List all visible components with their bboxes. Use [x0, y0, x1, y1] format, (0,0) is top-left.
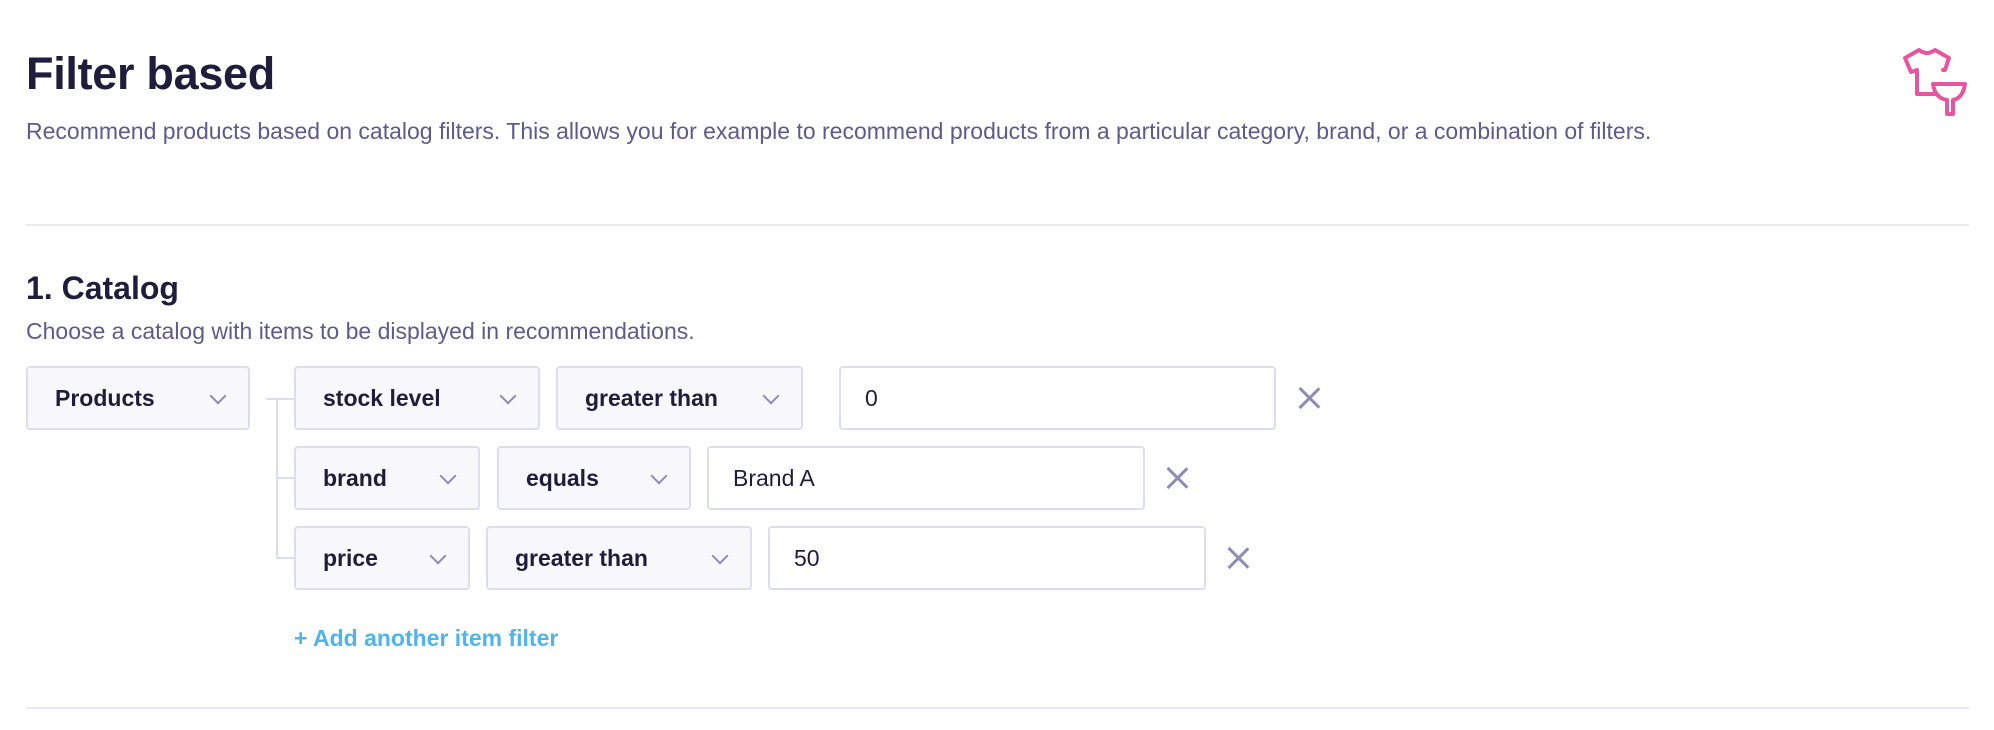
- chevron-down-icon: [499, 387, 517, 405]
- section-divider: [26, 707, 1969, 709]
- add-item-filter-link[interactable]: + Add another item filter: [294, 625, 559, 651]
- filter-1-value-input[interactable]: [839, 366, 1276, 430]
- chevron-down-icon: [429, 547, 447, 565]
- filter-field-value: stock level: [323, 384, 441, 411]
- filter-1-field-select[interactable]: stock level: [294, 366, 540, 430]
- filter-2-field-select[interactable]: brand: [294, 446, 480, 510]
- filter-field-value: brand: [323, 464, 387, 491]
- filter-2-operator-select[interactable]: equals: [497, 446, 691, 510]
- remove-filter-2-close-icon[interactable]: [1163, 464, 1191, 492]
- filter-operator-value: greater than: [515, 544, 648, 571]
- filter-3-value-input[interactable]: [768, 526, 1206, 590]
- remove-filter-3-close-icon[interactable]: [1224, 544, 1252, 572]
- filter-2-value-input[interactable]: [707, 446, 1145, 510]
- filter-tree-branch: [266, 398, 294, 400]
- catalog-select-value: Products: [55, 384, 155, 411]
- filter-field-value: price: [323, 544, 378, 571]
- filter-tree-branch: [276, 557, 294, 559]
- remove-filter-1-close-icon[interactable]: [1295, 384, 1323, 412]
- filter-3-field-select[interactable]: price: [294, 526, 470, 590]
- catalog-select[interactable]: Products: [26, 366, 250, 430]
- shirt-filter-icon: [1903, 48, 1967, 116]
- filter-operator-value: equals: [526, 464, 599, 491]
- chevron-down-icon: [762, 387, 780, 405]
- header-divider: [26, 224, 1969, 226]
- filter-tree-branch: [276, 477, 294, 479]
- chevron-down-icon: [439, 467, 457, 485]
- page-title: Filter based: [26, 48, 275, 99]
- catalog-section-subtitle: Choose a catalog with items to be displa…: [26, 318, 695, 344]
- chevron-down-icon: [209, 387, 227, 405]
- filter-3-operator-select[interactable]: greater than: [486, 526, 752, 590]
- chevron-down-icon: [711, 547, 729, 565]
- filter-operator-value: greater than: [585, 384, 718, 411]
- chevron-down-icon: [650, 467, 668, 485]
- filter-1-operator-select[interactable]: greater than: [556, 366, 803, 430]
- page-description: Recommend products based on catalog filt…: [26, 118, 1652, 144]
- catalog-section-title: 1. Catalog: [26, 270, 179, 306]
